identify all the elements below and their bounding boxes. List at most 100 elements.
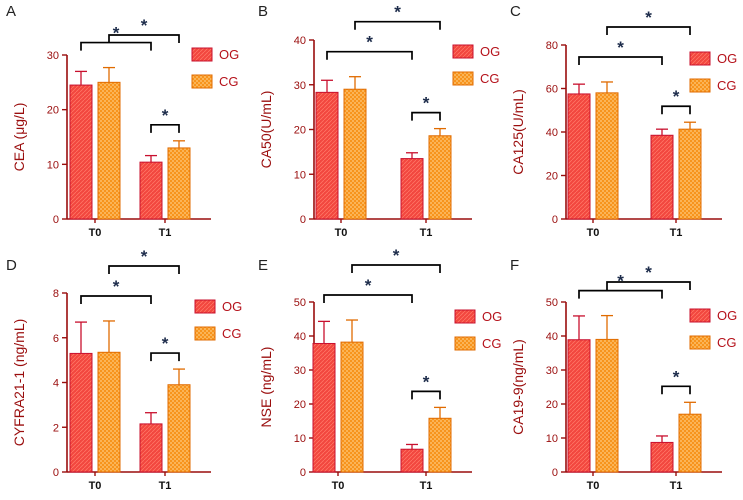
significance-star: * [673,87,680,106]
legend-label-og: OG [482,309,502,324]
legend-label-og: OG [717,51,737,66]
significance-star: * [141,16,148,35]
legend-swatch-cg [194,326,216,341]
y-tick-label: 20 [546,399,558,411]
legend-label-og: OG [219,47,239,62]
legend-swatch-cg [452,71,474,86]
bar-cg-t1 [678,128,702,220]
bar-cg-t1 [428,417,452,473]
y-axis-label: CEA (μg/L) [11,103,27,172]
bar-cg-t0 [340,341,364,473]
y-tick-label: 8 [53,288,59,300]
legend-label-og: OG [222,299,242,314]
significance-star: * [394,3,401,22]
bar-og-t0 [69,352,93,473]
x-tick-label: T1 [159,227,172,239]
x-tick-label: T0 [89,227,102,239]
y-tick-label: 0 [552,214,558,226]
y-tick-label: 10 [294,169,306,181]
panel-e: E NSE (ng/mL) 0 10 20 30 40 50 T0 T1 * * * OG CG [258,246,502,492]
significance-star: * [423,94,430,113]
y-tick-label: 30 [546,365,558,377]
bar-cg-t1 [167,147,191,220]
y-tick-label: 60 [546,84,558,96]
bar-og-t1 [139,161,163,220]
significance-bracket [411,390,441,400]
legend-swatch-og [191,47,213,62]
significance-star: * [113,24,120,43]
bar-cg-t1 [167,384,191,473]
legend-label-og: OG [717,308,737,323]
y-tick-label: 20 [294,399,306,411]
bar-og-t0 [315,91,339,220]
y-tick-label: 0 [300,467,306,479]
significance-bracket [578,56,663,65]
y-tick-label: 10 [546,433,558,445]
x-tick-label: T0 [335,227,348,239]
panel-d: D CYFRA21-1 (ng/mL) 0 2 4 6 8 T0 T1 * * * OG CG [6,247,242,492]
y-axis-label: NSE (ng/mL) [258,347,274,428]
significance-bracket [323,294,413,304]
significance-bracket [351,264,441,274]
y-tick-label: 10 [294,433,306,445]
significance-bracket [411,111,441,121]
y-tick-label: 6 [53,333,59,345]
y-tick-label: 0 [552,467,558,479]
significance-star: * [423,372,430,391]
bar-cg-t0 [343,88,367,220]
significance-bracket [606,26,691,35]
bar-og-t1 [139,423,163,473]
bar-og-t1 [400,448,424,473]
legend-label-og: OG [480,44,500,59]
panel-a: A CEA (μg/L) 0 10 20 30 T0 T1 * * * OG CG [6,3,239,239]
panel-letter: B [258,3,268,20]
significance-star: * [141,247,148,266]
x-tick-label: T0 [587,227,600,239]
y-tick-label: 30 [294,80,306,92]
x-tick-label: T1 [159,480,172,492]
panel-letter: D [6,257,17,274]
significance-star: * [617,38,624,57]
y-tick-label: 30 [294,365,306,377]
y-tick-label: 30 [47,50,59,62]
significance-star: * [645,8,652,27]
panel-letter: F [510,257,519,274]
y-tick-label: 40 [546,127,558,139]
panel-f: F CA19-9(ng/mL) 0 10 20 30 40 50 T0 T1 * * * OG CG [510,257,737,492]
bar-og-t1 [400,158,424,220]
legend-swatch-og [454,309,476,324]
y-tick-label: 20 [294,125,306,137]
y-axis-label: CA50(U/mL) [258,91,274,169]
bar-og-t1 [650,441,674,473]
significance-bracket [150,352,180,362]
significance-bracket [661,385,691,395]
legend-swatch-cg [454,336,476,351]
significance-star: * [673,367,680,386]
x-tick-label: T1 [670,227,683,239]
bar-og-t0 [312,342,336,473]
bar-cg-t0 [595,92,619,220]
y-tick-label: 40 [294,331,306,343]
legend-swatch-og [689,51,711,66]
x-tick-label: T0 [587,480,600,492]
legend-label-cg: CG [482,336,502,351]
y-tick-label: 2 [53,422,59,434]
y-axis-label: CYFRA21-1 (ng/mL) [11,319,27,447]
y-axis-label: CA19-9(ng/mL) [510,339,526,435]
significance-bracket [661,105,691,115]
significance-star: * [617,272,624,291]
y-tick-label: 40 [546,331,558,343]
y-tick-label: 0 [53,467,59,479]
y-tick-label: 20 [47,105,59,117]
legend-label-cg: CG [222,326,242,341]
legend-label-cg: CG [480,71,500,86]
x-tick-label: T1 [420,227,433,239]
y-tick-label: 0 [300,214,306,226]
x-tick-label: T1 [420,480,433,492]
legend-label-cg: CG [717,335,737,350]
legend-swatch-cg [689,335,711,350]
y-tick-label: 40 [294,35,306,47]
legend-label-cg: CG [717,78,737,93]
legend-swatch-cg [689,78,711,93]
